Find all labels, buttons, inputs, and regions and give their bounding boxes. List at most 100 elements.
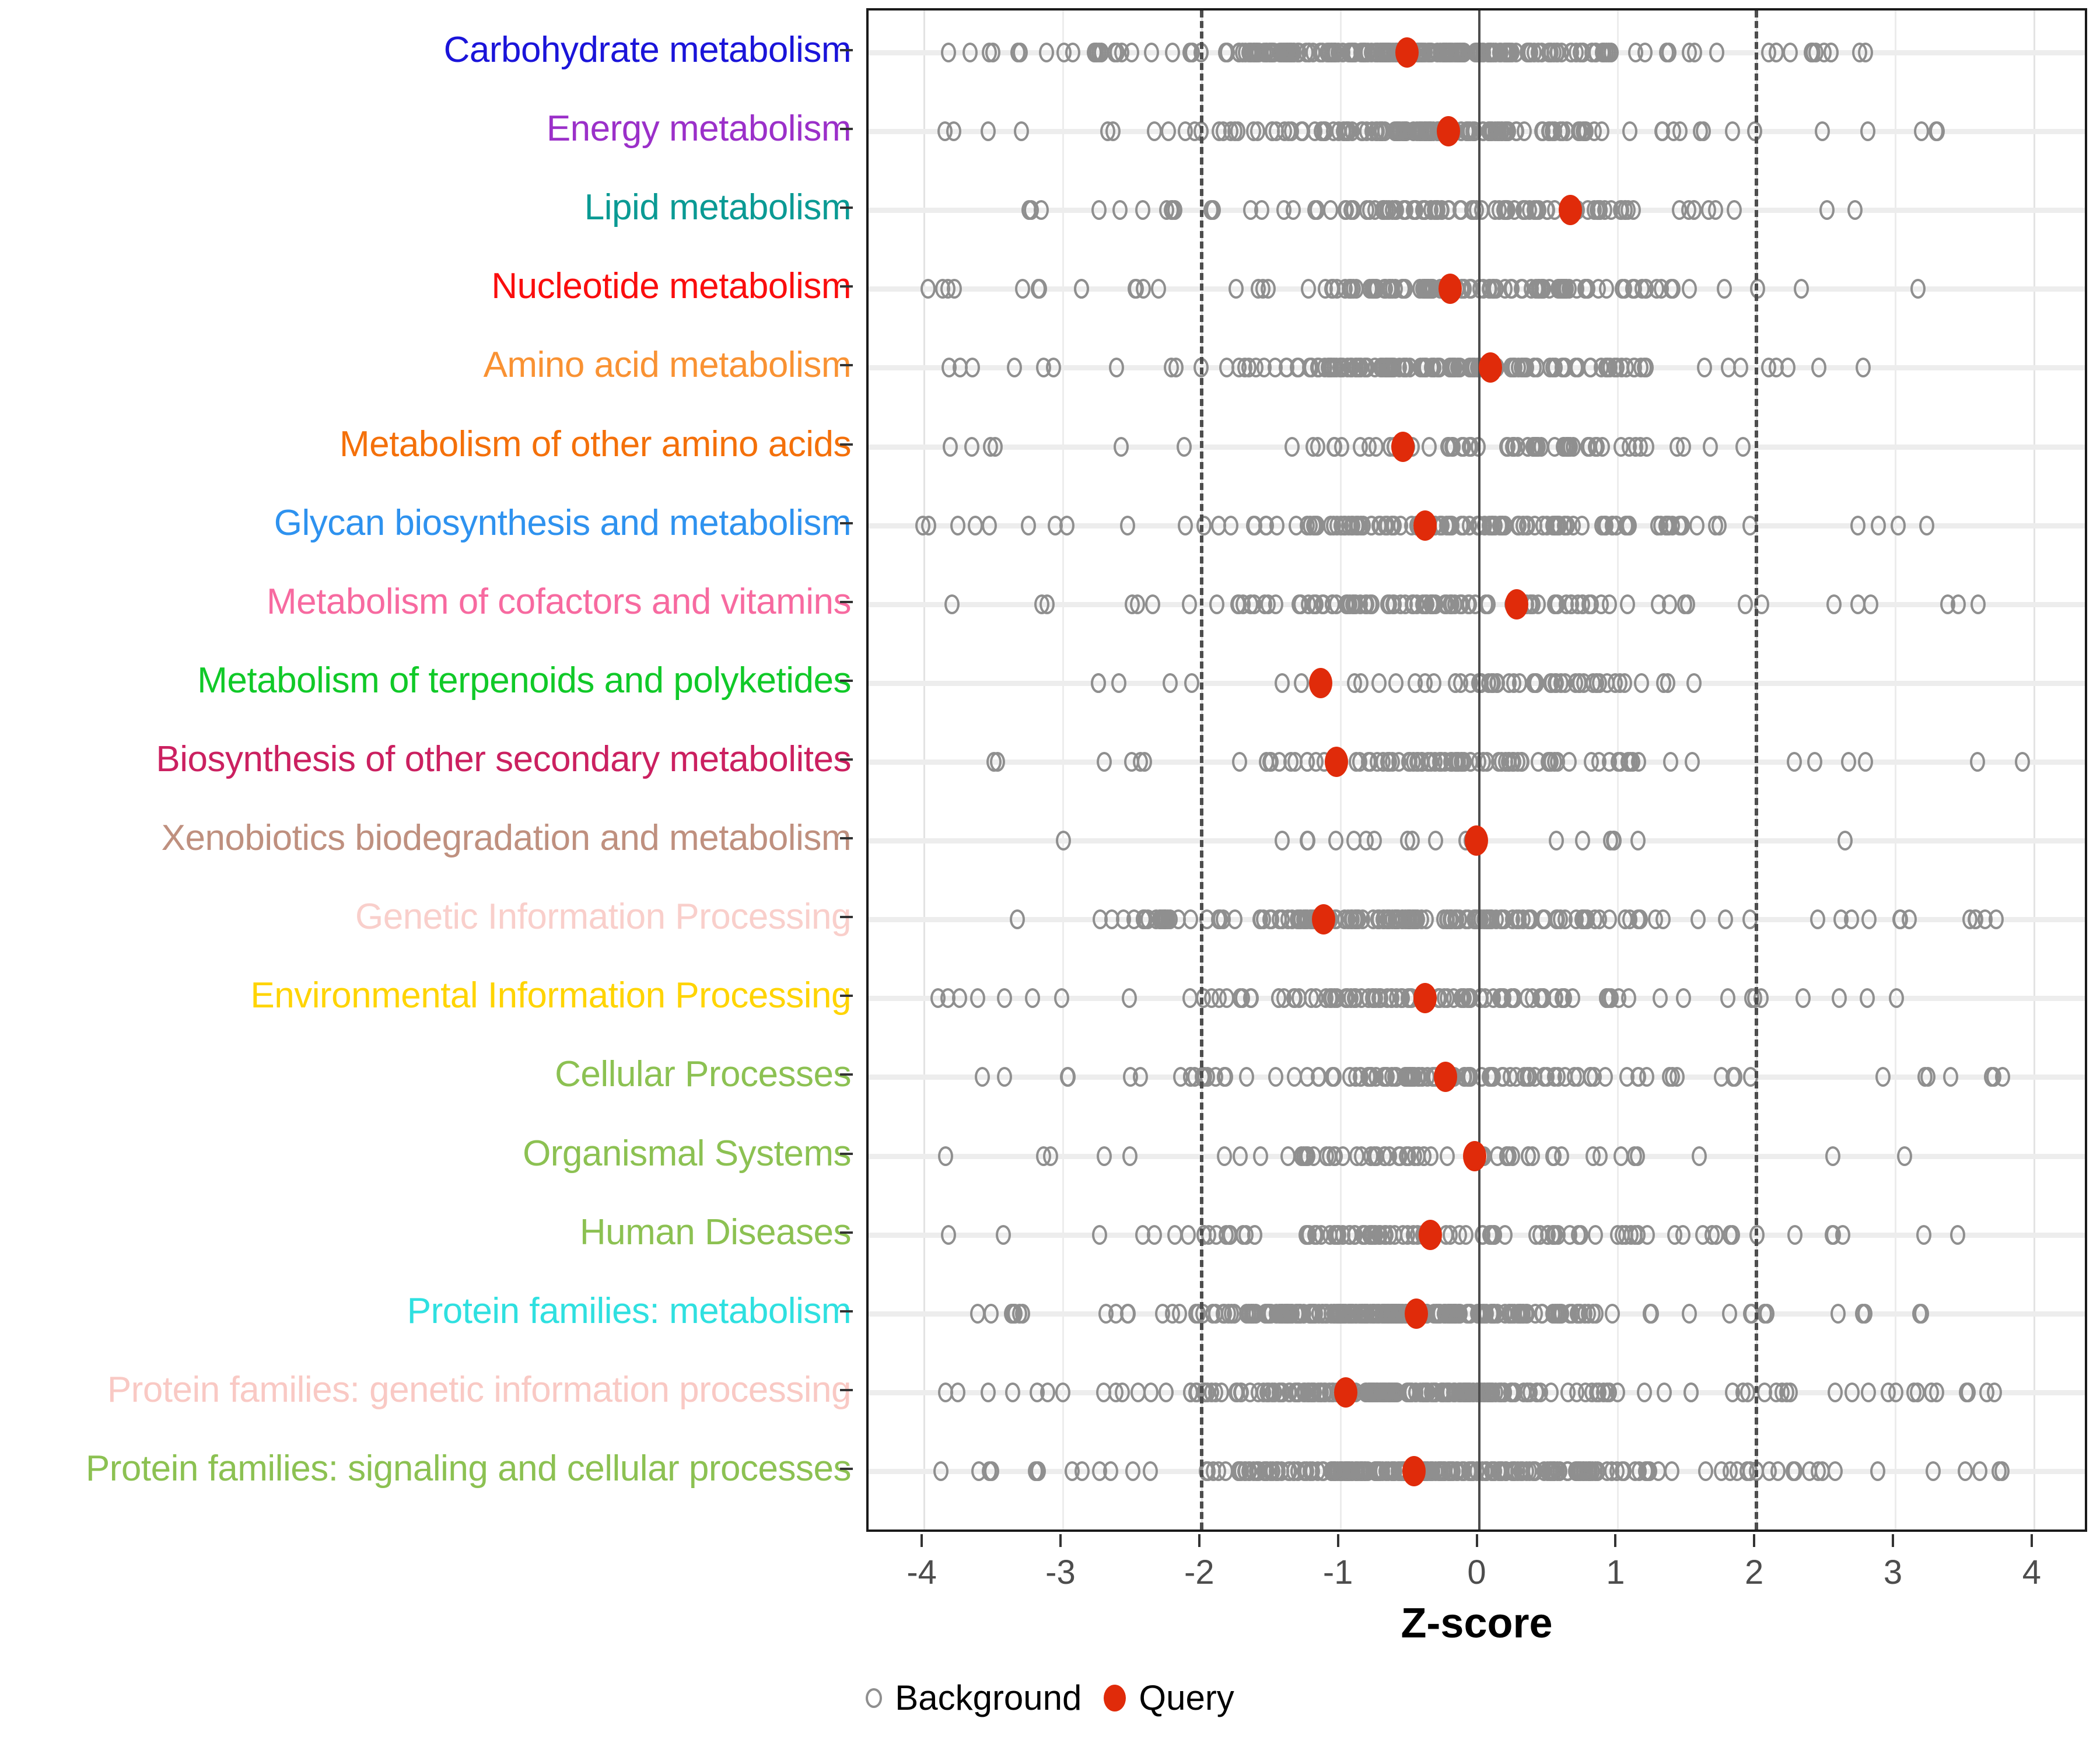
background-point [1585, 673, 1601, 693]
background-point [1462, 1303, 1478, 1324]
background-point [1074, 1461, 1090, 1481]
query-point[interactable] [1391, 431, 1415, 462]
background-point [1316, 1382, 1332, 1402]
background-point [1825, 1146, 1840, 1166]
query-point[interactable] [1464, 825, 1488, 856]
background-point [1218, 1067, 1234, 1087]
background-point [975, 1067, 991, 1087]
query-point[interactable] [1438, 274, 1462, 304]
background-point [1692, 121, 1708, 142]
y-axis-label: Nucleotide metabolism [491, 266, 851, 307]
background-point [1695, 1224, 1711, 1245]
background-point [1892, 909, 1908, 930]
background-point [1352, 436, 1368, 457]
background-point [1596, 1382, 1611, 1402]
background-point [1380, 594, 1396, 614]
background-point [1811, 358, 1827, 378]
query-point[interactable] [1437, 116, 1461, 147]
background-point [1248, 358, 1264, 378]
background-point [1278, 1303, 1294, 1324]
background-point [1232, 1146, 1248, 1166]
background-point [943, 436, 958, 457]
query-point[interactable] [1419, 1219, 1443, 1250]
background-point [965, 358, 981, 378]
background-point [1145, 594, 1161, 614]
background-point [1807, 752, 1823, 772]
background-point [1412, 121, 1428, 142]
background-point [1506, 673, 1521, 693]
query-point[interactable] [1395, 37, 1419, 68]
y-tick [840, 285, 853, 288]
background-point [1135, 200, 1151, 220]
background-point [1247, 515, 1262, 536]
background-point [1163, 673, 1178, 693]
background-point [1940, 594, 1956, 614]
background-point [1702, 436, 1718, 457]
background-point [1722, 1303, 1738, 1324]
background-point [1366, 1146, 1382, 1166]
query-point[interactable] [1434, 1062, 1458, 1093]
query-point[interactable] [1478, 352, 1502, 383]
query-point[interactable] [1413, 983, 1437, 1014]
background-point [1422, 436, 1437, 457]
y-axis-label: Metabolism of terpenoids and polyketides [197, 660, 851, 701]
background-point [1690, 909, 1706, 930]
query-point[interactable] [1312, 904, 1336, 935]
background-point [1040, 1382, 1055, 1402]
background-point [1318, 121, 1334, 142]
background-point [1157, 909, 1172, 930]
background-point [1023, 200, 1039, 220]
query-point[interactable] [1324, 747, 1348, 777]
background-point [1458, 1224, 1474, 1245]
background-point [1059, 515, 1074, 536]
background-point [1091, 673, 1107, 693]
background-point [1977, 909, 1993, 930]
background-point [1530, 1382, 1545, 1402]
query-point[interactable] [1463, 1140, 1487, 1171]
background-point [1667, 1224, 1683, 1245]
background-point [1467, 594, 1483, 614]
background-point [1919, 515, 1935, 536]
background-point [1167, 200, 1182, 220]
background-point [1591, 909, 1607, 930]
background-point [1196, 515, 1212, 536]
background-point [1338, 200, 1353, 220]
background-point [1252, 1146, 1268, 1166]
query-point[interactable] [1504, 589, 1528, 620]
background-point [1957, 1461, 1973, 1481]
background-point [1707, 515, 1723, 536]
query-point[interactable] [1309, 667, 1333, 698]
background-point [1381, 200, 1396, 220]
background-point [1630, 1146, 1646, 1166]
background-point [1428, 831, 1444, 851]
background-point [944, 594, 960, 614]
background-point [1486, 1303, 1502, 1324]
query-point[interactable] [1405, 1298, 1429, 1329]
y-tick [840, 679, 853, 682]
background-point [1300, 831, 1315, 851]
background-point [1871, 515, 1887, 536]
background-point [1574, 831, 1590, 851]
background-point [1105, 121, 1121, 142]
background-point [1681, 43, 1697, 62]
query-point[interactable] [1413, 510, 1437, 541]
background-point [1228, 279, 1244, 299]
y-tick [840, 995, 853, 998]
query-point[interactable] [1334, 1377, 1358, 1408]
y-axis-label: Carbohydrate metabolism [443, 30, 852, 70]
background-point [1368, 436, 1384, 457]
background-point [996, 1224, 1012, 1245]
query-point[interactable] [1559, 195, 1583, 226]
background-point [1223, 515, 1239, 536]
query-point[interactable] [1402, 1456, 1426, 1486]
background-point [1434, 1382, 1450, 1402]
background-point [1387, 121, 1403, 142]
background-point [1610, 752, 1626, 772]
background-point [1268, 1067, 1283, 1087]
background-point [1972, 1461, 1987, 1481]
background-point [1870, 1461, 1885, 1481]
background-point [1594, 358, 1609, 378]
background-point [1203, 988, 1219, 1009]
background-point [1860, 988, 1875, 1009]
y-axis-label: Cellular Processes [555, 1054, 851, 1095]
